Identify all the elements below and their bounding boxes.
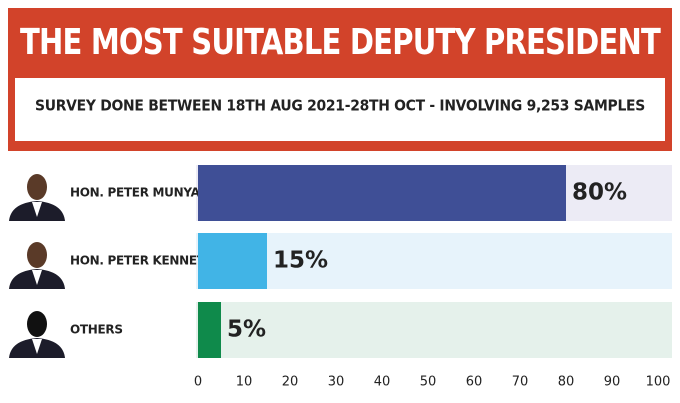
chart-title: THE MOST SUITABLE DEPUTY PRESIDENT [20, 22, 661, 63]
category-label: HON. PETER MUNYA [70, 186, 201, 200]
icon-head [27, 311, 47, 337]
icon-shirt [32, 339, 42, 354]
x-tick-label: 0 [194, 375, 202, 390]
label-area [66, 165, 196, 221]
category-label: OTHERS [70, 323, 123, 337]
value-label: 80% [572, 180, 627, 206]
x-tick-label: 60 [466, 375, 483, 390]
label-area [66, 233, 196, 289]
icon-head [27, 174, 47, 200]
x-tick-label: 40 [374, 375, 391, 390]
icon-head [27, 242, 47, 268]
chart-subtitle: SURVEY DONE BETWEEN 18TH AUG 2021-28TH O… [35, 97, 645, 115]
x-tick-label: 80 [558, 375, 575, 390]
x-tick-label: 30 [328, 375, 345, 390]
x-tick-label: 20 [282, 375, 299, 390]
x-tick-label: 70 [512, 375, 529, 390]
x-tick-label: 100 [646, 375, 671, 390]
person-icon [9, 311, 65, 358]
x-tick-label: 90 [604, 375, 621, 390]
x-tick-label: 10 [236, 375, 253, 390]
bar [198, 165, 566, 221]
x-tick-label: 50 [420, 375, 437, 390]
category-label: HON. PETER KENNETH [70, 254, 214, 268]
value-label: 15% [273, 248, 328, 274]
bar [198, 233, 267, 289]
person-icon [9, 242, 65, 289]
label-area [66, 302, 196, 358]
icon-shirt [32, 270, 42, 285]
icon-shirt [32, 202, 42, 217]
person-icon [9, 174, 65, 221]
subtitle-panel [15, 78, 665, 141]
value-label: 5% [227, 317, 266, 343]
bar [198, 302, 221, 358]
